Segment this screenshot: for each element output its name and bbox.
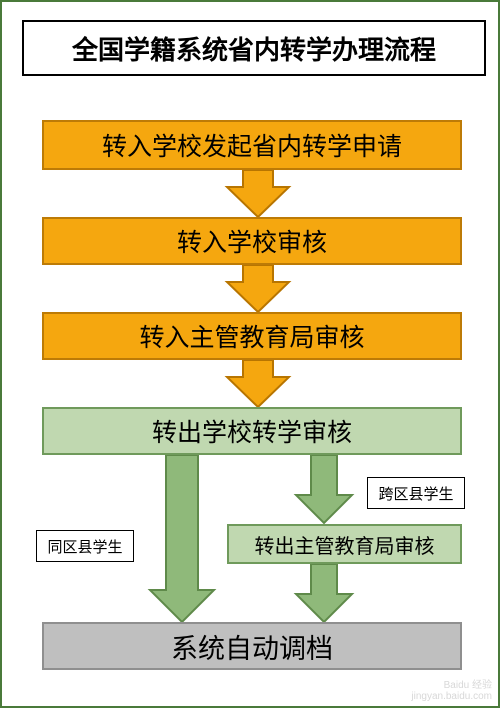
watermark-line1: Baidu 经验 xyxy=(411,680,492,691)
step-6-box: 系统自动调档 xyxy=(42,622,462,670)
step-3-box: 转入主管教育局审核 xyxy=(42,312,462,360)
step-4-box: 转出学校转学审核 xyxy=(42,407,462,455)
arrow-a1 xyxy=(227,170,289,217)
arrow-a4_left xyxy=(150,455,214,622)
arrow-a3 xyxy=(227,360,289,407)
step-2-text: 转入学校审核 xyxy=(177,223,327,259)
branch-label-cross-district: 跨区县学生 xyxy=(367,477,465,509)
step-2-box: 转入学校审核 xyxy=(42,217,462,265)
step-1-text: 转入学校发起省内转学申请 xyxy=(102,127,402,163)
step-4-text: 转出学校转学审核 xyxy=(152,413,352,449)
arrow-a2 xyxy=(227,265,289,312)
step-5-text: 转出主管教育局审核 xyxy=(255,530,435,559)
watermark: Baidu 经验 jingyan.baidu.com xyxy=(411,680,492,702)
diagram-title-text: 全国学籍系统省内转学办理流程 xyxy=(72,30,436,67)
watermark-line2: jingyan.baidu.com xyxy=(411,691,492,702)
diagram-title: 全国学籍系统省内转学办理流程 xyxy=(22,20,486,76)
step-1-box: 转入学校发起省内转学申请 xyxy=(42,120,462,170)
branch-label-same-district-text: 同区县学生 xyxy=(47,536,122,557)
branch-label-cross-district-text: 跨区县学生 xyxy=(378,483,453,504)
arrow-a5 xyxy=(296,564,352,622)
arrow-a4_right xyxy=(296,455,352,523)
step-3-text: 转入主管教育局审核 xyxy=(139,318,364,354)
branch-label-same-district: 同区县学生 xyxy=(36,530,134,562)
flowchart-canvas: 全国学籍系统省内转学办理流程 转入学校发起省内转学申请 转入学校审核 转入主管教… xyxy=(0,0,500,708)
step-6-text: 系统自动调档 xyxy=(171,627,333,666)
step-5-box: 转出主管教育局审核 xyxy=(227,524,462,564)
